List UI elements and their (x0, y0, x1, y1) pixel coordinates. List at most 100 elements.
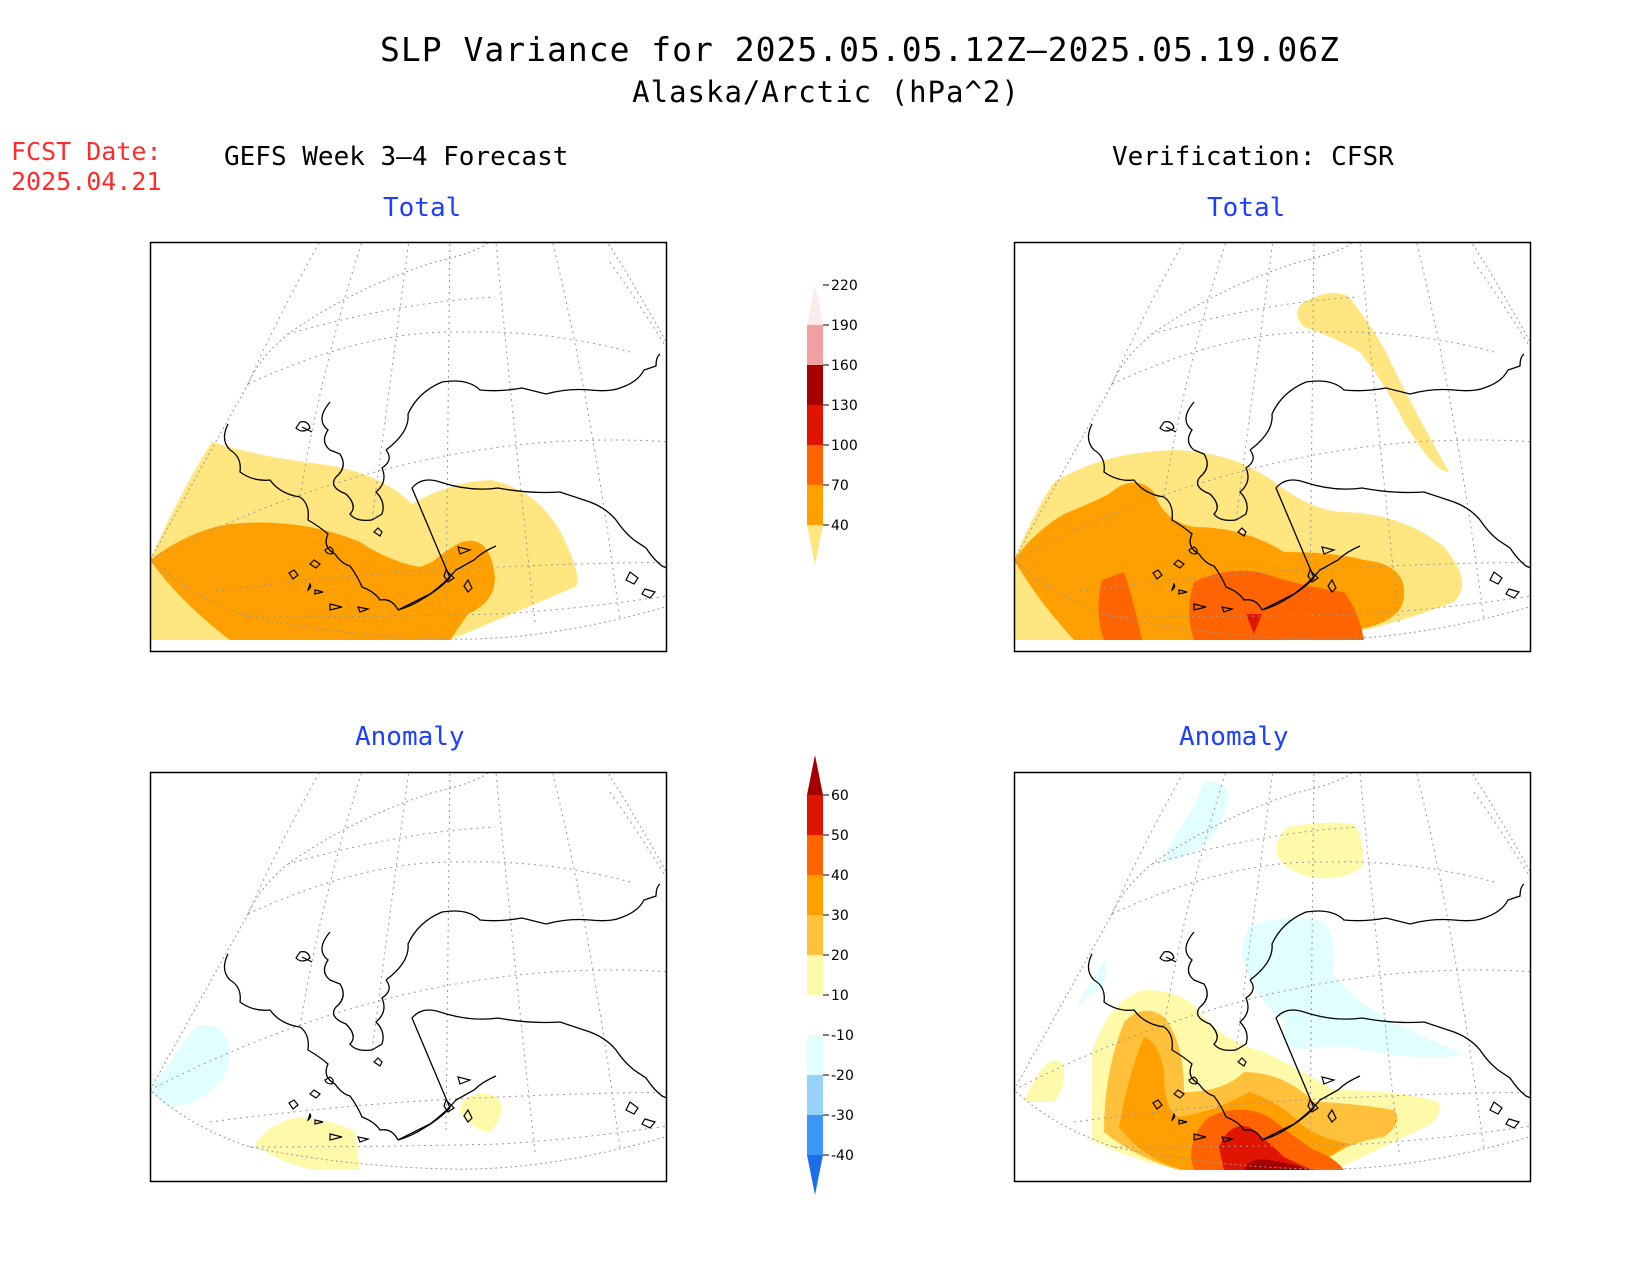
coastline (1261, 1075, 1361, 1141)
graticule-line (1151, 296, 1360, 335)
graticule-line (1309, 242, 1315, 603)
graticule-line (287, 296, 496, 335)
coastline (1163, 496, 1200, 555)
colorbar-swatch (807, 1075, 823, 1115)
fcst-date-value: 2025.04.21 (11, 167, 162, 196)
island-coastline (306, 582, 312, 592)
graticule-line (1014, 969, 1531, 1091)
island-coastline (443, 568, 455, 583)
graticule-line (1415, 772, 1485, 1151)
grid-layer (150, 242, 667, 640)
coastline (397, 577, 451, 611)
coastline (1261, 1107, 1315, 1141)
coastline (223, 953, 301, 1028)
graticule-line (209, 1091, 667, 1123)
map-domain-outline (150, 242, 667, 640)
graticule-line (371, 772, 410, 1051)
island-coastline (324, 1076, 334, 1085)
fill-layer (150, 1025, 502, 1170)
island-coastline (1193, 1133, 1207, 1141)
verify-anomaly-map (1013, 771, 1532, 1183)
island-coastline (443, 1098, 455, 1113)
dark-orange-contour (1098, 572, 1142, 640)
map-frame (149, 241, 668, 653)
island-coastline (690, 584, 705, 594)
island-coastline (1152, 569, 1163, 580)
graticule-line (1235, 772, 1274, 1051)
light-cyan-contour (1242, 918, 1464, 1058)
map-frame (1013, 241, 1532, 653)
graticule-line (1111, 242, 1185, 385)
island-coastline (1221, 1136, 1235, 1143)
coastline (1185, 401, 1237, 522)
grid-layer (1014, 772, 1531, 1170)
island-coastline (1505, 1118, 1521, 1129)
colorbar-tick-label: -20 (831, 1068, 854, 1084)
graticule-line (150, 439, 667, 561)
coastline (1185, 931, 1237, 1052)
coast-layer (1087, 883, 1598, 1143)
colorbar-swatch (807, 365, 823, 405)
colorbar-swatch (807, 795, 823, 835)
coastline (223, 423, 301, 498)
coastline (1275, 1009, 1315, 1109)
island-coastline (314, 589, 324, 595)
colorbar-tick-label: 40 (831, 868, 849, 884)
dark-red-contour (1244, 1159, 1309, 1170)
map-frame (1013, 771, 1532, 1183)
colorbar-swatch (807, 995, 823, 1035)
colorbar-tick-label: 10 (831, 988, 849, 1004)
coastline (1198, 1083, 1263, 1141)
coastline (1249, 883, 1525, 981)
graticule-line (247, 331, 631, 385)
island-coastline (1584, 597, 1598, 604)
graticule-line (495, 772, 536, 1153)
coastline (299, 496, 336, 555)
verification-column-title: Verification: CFSR (1112, 142, 1394, 172)
island-coastline (295, 421, 311, 432)
map-domain-outline (1014, 242, 1531, 640)
graticule-line (1415, 242, 1485, 621)
island-coastline (1584, 1127, 1598, 1134)
island-coastline (1321, 1076, 1336, 1085)
coastline (439, 1011, 667, 1099)
colorbar-swatch (807, 1115, 823, 1155)
island-coastline (1237, 527, 1247, 537)
colorbar-swatch (807, 955, 823, 995)
verify-anomaly-label: Anomaly (1179, 722, 1289, 752)
light-yellow-contour (255, 1117, 360, 1170)
coastline (439, 481, 667, 569)
coastline (397, 1075, 497, 1141)
graticule-line (551, 242, 621, 621)
graticule-line (1163, 242, 1227, 498)
island-coastline (457, 1076, 472, 1085)
island-coastline (1321, 546, 1336, 555)
graticule-line (551, 772, 621, 1151)
island-coastline (1178, 589, 1188, 595)
island-coastline (1159, 421, 1175, 432)
island-coastline (720, 597, 734, 604)
island-coastline (641, 588, 657, 599)
island-coastline (1152, 1099, 1163, 1110)
island-coastline (1554, 584, 1569, 594)
island-coastline (309, 1089, 321, 1099)
graticule-line (371, 242, 410, 521)
coast-layer (1087, 353, 1598, 613)
island-coastline (625, 1101, 639, 1115)
graticule-line (150, 969, 667, 1091)
island-coastline (463, 578, 473, 593)
colorbar-tick-label: 50 (831, 828, 849, 844)
map-domain-outline (1014, 772, 1531, 1170)
island-coastline (329, 603, 343, 611)
island-coastline (373, 1057, 383, 1067)
anomaly-colorbar: -40 -30 -20 -10 10 20 30 40 50 60 (807, 755, 854, 1195)
colorbar-tick-label: 190 (831, 318, 858, 334)
coastline (1275, 479, 1315, 579)
graticule-line (1309, 772, 1315, 1133)
coastline (1303, 481, 1531, 569)
island-coastline (1327, 1108, 1337, 1123)
grid-layer (1014, 242, 1531, 640)
coastline (1303, 1011, 1531, 1099)
coastline (1261, 577, 1315, 611)
graticule-line (445, 772, 451, 1133)
